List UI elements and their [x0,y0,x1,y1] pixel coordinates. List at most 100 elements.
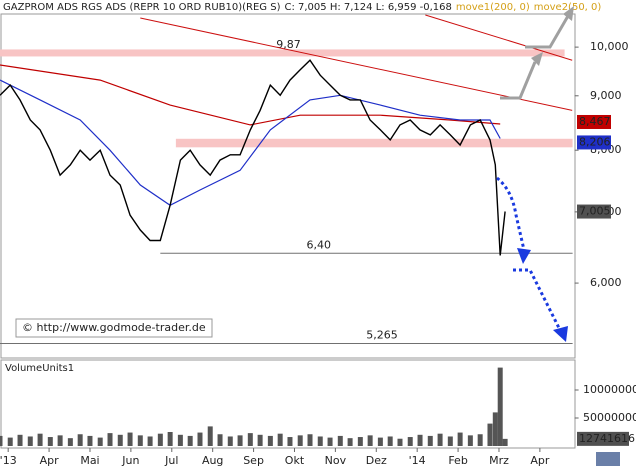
blue-arrowhead [517,248,531,264]
volume-bar [377,437,383,446]
last-value-label: 12741616 [579,432,635,445]
volume-bar [307,434,313,446]
volume-bar [497,367,503,446]
volume-bar [437,433,443,446]
trendline [425,14,573,61]
x-tick-label: Apr [530,454,550,467]
volume-bar [477,434,483,446]
volume-bar [467,435,473,446]
volume-bar [137,435,143,446]
volume-bar [397,438,403,446]
volume-bar [427,435,433,446]
volume-bar [417,434,423,446]
last-value-label: 8,467 [579,115,611,128]
volume-bar [277,433,283,446]
volume-bar [502,438,508,446]
volume-bar [247,433,253,446]
x-tick-label: Okt [285,454,305,467]
gray-arrowhead [531,52,543,66]
volume-bar [57,435,63,446]
x-tick-label: Feb [448,454,467,467]
volume-bar [157,433,163,446]
volume-bar [357,437,363,446]
volume-bar [487,423,493,446]
x-tick-label: Mrz [489,454,509,467]
price-frame [0,13,576,359]
x-tick-label: Aug [202,454,223,467]
volume-bar [327,437,333,446]
volume-bar [297,435,303,446]
y-tick-label: 9,000 [590,89,622,102]
volume-bar [407,437,413,446]
volume-bar [187,435,193,446]
gray-arrow [525,15,570,49]
moving-average [0,64,501,126]
x-tick-label: Sep [243,454,264,467]
volume-bar [227,436,233,446]
volume-bar [337,435,343,446]
chart-title: GAZPROM ADS RGS ADS (REPR 10 ORD RUB10)(… [3,2,281,13]
gray-arrowhead [563,6,574,21]
volume-bar [167,432,173,446]
y-tick-label: 6,000 [590,276,622,289]
copyright-box [15,318,213,338]
chart-subtitle: C: 7,005 H: 7,124 L: 6,959 -0,168 [284,2,451,13]
x-tick-label: Dez [366,454,387,467]
last-value-box [577,431,629,446]
volume-bar [367,435,373,446]
price-line [0,59,506,256]
volume-bar [447,436,453,446]
blue-arrowhead [553,326,568,342]
level-label: 5,265 [366,328,398,341]
copyright: © http://www.godmode-trader.de [22,321,206,334]
x-tick-label: '13 [0,454,17,467]
x-tick-label: Apr [40,454,60,467]
legend-entry: move1(200, 0) [456,2,530,13]
arrows [496,6,574,342]
gray-arrow [500,61,537,100]
y-tick-label: 100000000 [583,383,636,396]
volume-bar [387,436,393,446]
x-tick-label: '14 [409,454,426,467]
volume-bar [317,436,323,446]
volume-bar [127,432,133,446]
scroll-icon [596,452,620,466]
y-tick-label: 50000000 [583,411,636,424]
last-value-label: 8,206 [579,135,611,148]
volume-bar [492,412,498,446]
volume-bar [257,434,263,446]
volume-bar [27,436,33,446]
volume-bar [287,437,293,446]
volume-bar [67,438,73,446]
volume-bar [177,434,183,446]
volume-bar [147,436,153,446]
trendline [140,17,573,111]
volume-bar [237,435,243,446]
volume-bar [77,434,83,446]
last-value-label: 7,005 [579,205,611,218]
last-value-box [577,135,611,150]
blue-arrow [496,176,526,251]
level-label: 9,87 [276,38,301,51]
volume-bar [197,432,203,446]
volume-bar [117,434,123,446]
level-label: 6,40 [306,238,331,251]
volume-bar [7,437,13,446]
legend-entry: move2(50, 0) [534,2,602,13]
last-value-box [577,204,611,219]
volume-bar [0,435,3,446]
volume-bar [207,426,213,446]
blue-arrow [513,268,562,331]
volume-frame [0,359,576,449]
volume-bar [457,432,463,446]
volume-bar [87,435,93,446]
x-tick-label: Jul [164,454,178,467]
volume-bar [47,437,53,446]
volume-bar [217,434,223,446]
volume-title: VolumeUnits1 [5,363,74,374]
volume-bar [107,433,113,446]
x-tick-label: Nov [325,454,347,467]
volume-bar [17,434,23,446]
